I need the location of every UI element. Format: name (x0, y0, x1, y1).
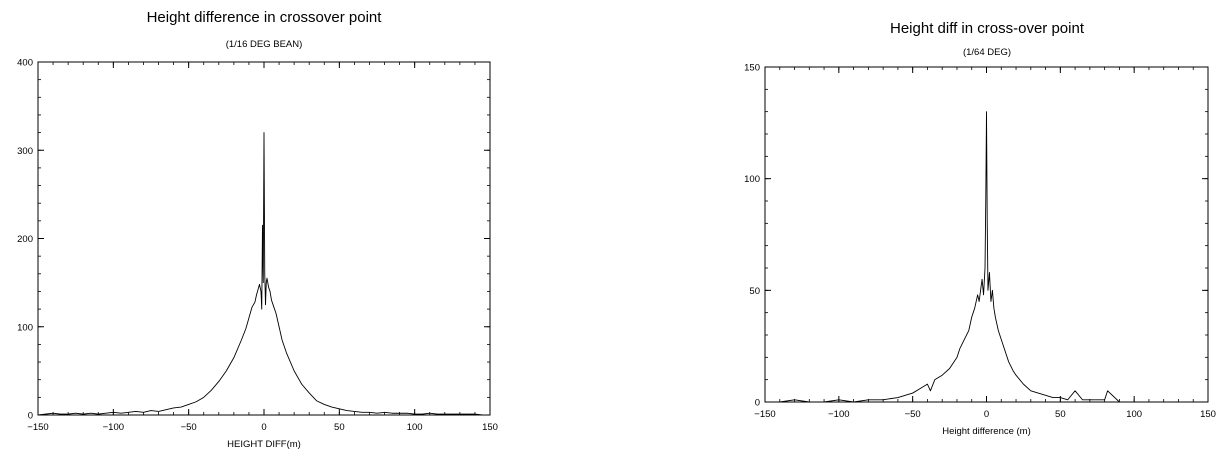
right-x-axis-label: Height difference (m) (942, 426, 1031, 437)
right-y-tick-label: 50 (749, 286, 760, 297)
right-x-tick-label: −150 (754, 409, 775, 420)
left-series-line-0 (37, 132, 490, 416)
chart-right-svg: Height diff in cross-over point (1/64 DEG… (744, 20, 1216, 437)
left-x-tick-label: 150 (482, 422, 498, 433)
left-x-tick-label: 100 (407, 422, 423, 433)
right-y-tick-label: 150 (744, 63, 760, 74)
right-series-line-0 (765, 111, 1208, 403)
chart-left: Height difference in crossover point (1/1… (0, 0, 560, 450)
left-x-tick-label: −150 (27, 422, 48, 433)
left-y-tick-label: 300 (17, 146, 33, 157)
right-y-tick-label: 0 (755, 398, 760, 409)
left-chart-title: Height difference in crossover point (147, 9, 383, 26)
right-chart-subtitle: (1/64 DEG) (963, 47, 1011, 58)
left-plot-frame (37, 61, 491, 416)
left-chart-subtitle: (1/16 DEG BEAN) (226, 39, 303, 50)
right-x-tick-label: 50 (1055, 409, 1066, 420)
right-x-tick-label: 0 (984, 409, 989, 420)
right-y-tick-label: 100 (744, 174, 760, 185)
right-x-tick-label: −100 (828, 409, 849, 420)
chart-right: Height diff in cross-over point (1/64 DEG… (690, 0, 1218, 450)
left-x-tick-label: 0 (261, 422, 266, 433)
left-x-axis-label: HEIGHT DIFF(m) (227, 439, 301, 450)
right-x-tick-label: 100 (1126, 409, 1142, 420)
left-y-tick-label: 400 (17, 58, 33, 69)
left-x-tick-label: −100 (103, 422, 124, 433)
left-y-tick-label: 100 (17, 322, 33, 333)
right-x-tick-label: −50 (905, 409, 921, 420)
left-x-tick-label: 50 (334, 422, 345, 433)
left-x-tick-label: −50 (181, 422, 197, 433)
right-x-tick-label: 150 (1200, 409, 1216, 420)
left-y-tick-label: 0 (28, 411, 33, 422)
chart-left-svg: Height difference in crossover point (1/1… (17, 9, 498, 450)
left-y-tick-label: 200 (17, 234, 33, 245)
right-chart-title: Height diff in cross-over point (890, 20, 1085, 37)
